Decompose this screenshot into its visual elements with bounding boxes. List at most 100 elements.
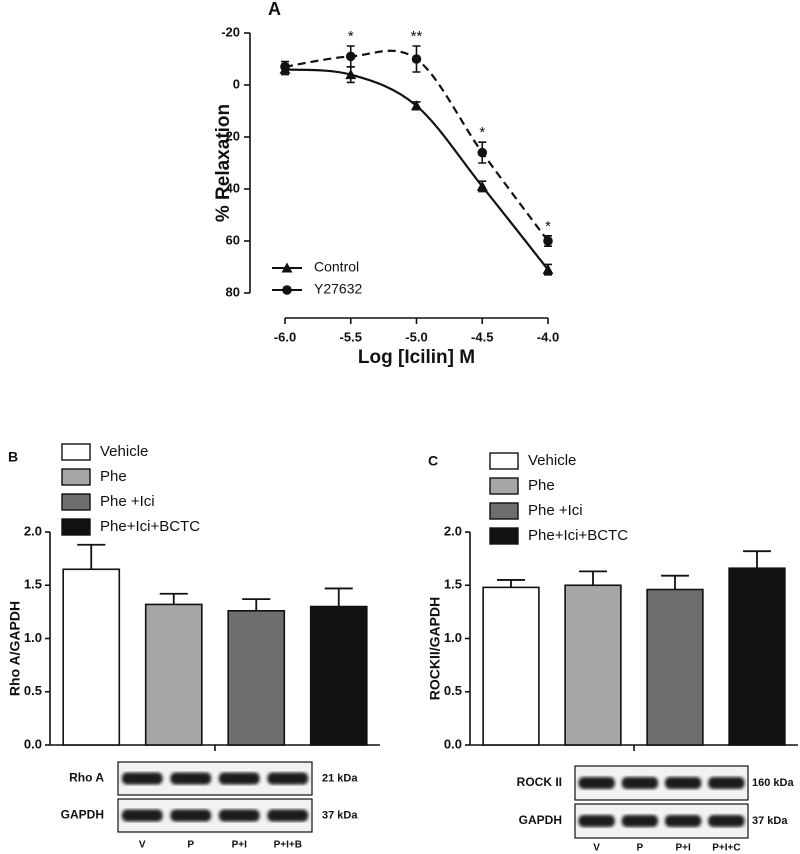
bar (564, 584, 622, 746)
error-bar (242, 598, 271, 611)
legend-swatch (489, 527, 519, 545)
data-point (477, 147, 488, 158)
error-bar (159, 592, 188, 605)
error-bar (579, 570, 607, 586)
annotation: * (545, 218, 551, 235)
blot-label: ROCK II (517, 775, 562, 789)
x-tick-label: -5.0 (405, 329, 427, 344)
blot-size: 37 kDa (322, 809, 358, 821)
lane-label: P+I+C (712, 843, 740, 854)
blot-band (267, 772, 309, 785)
error-bar (743, 550, 771, 569)
x-tick-label: -4.5 (471, 329, 493, 344)
blot-band (170, 809, 212, 822)
blot-band (121, 772, 163, 785)
data-point (542, 264, 554, 275)
legend-swatch (61, 493, 91, 511)
chart-title: B (8, 449, 18, 465)
data-point (543, 236, 553, 246)
blot-band (578, 815, 615, 827)
lane-label: P+I (675, 843, 691, 854)
blot-band (621, 815, 659, 827)
legend-label: Phe (528, 477, 555, 494)
y-tick-label: -20 (221, 24, 240, 39)
y-axis-label: % Relaxation (213, 104, 234, 222)
lane-label: P+I+B (274, 840, 302, 851)
y-tick-label: 0.0 (24, 736, 42, 751)
annotation: * (479, 124, 485, 141)
chart-title: C (428, 453, 438, 469)
y-tick-label: 60 (226, 232, 240, 247)
bar (728, 567, 786, 746)
y-tick-label: 2.0 (444, 523, 462, 538)
chart-title: A (268, 0, 281, 19)
y-axis-label: ROCKII/GAPDH (427, 597, 443, 700)
y-tick-label: 1.5 (24, 577, 42, 592)
blot-band (578, 777, 615, 789)
x-axis-label: Log [Icilin] M (358, 347, 475, 368)
lane-label: P+I (232, 840, 248, 851)
bar (646, 588, 704, 746)
x-tick-label: -5.5 (340, 329, 362, 344)
y-tick-label: 20 (226, 128, 240, 143)
y-axis-label: Rho A/GAPDH (7, 601, 23, 696)
blot-label: GAPDH (519, 813, 562, 827)
blot-band (708, 815, 745, 827)
bar (309, 605, 368, 746)
x-tick-label: -4.0 (537, 329, 559, 344)
y-tick-label: 0.0 (444, 736, 462, 751)
error-bar (661, 574, 689, 590)
bar (482, 586, 540, 746)
error-bar (77, 543, 106, 570)
y-tick-label: 1.0 (444, 630, 462, 645)
legend-label: Phe +Ici (100, 493, 155, 510)
legend-label: Phe+Ici+BCTC (100, 518, 200, 535)
error-bar (497, 579, 525, 588)
blot-size: 160 kDa (752, 777, 794, 789)
data-point (280, 62, 290, 72)
legend-label: Phe (100, 468, 127, 485)
data-point (345, 69, 357, 80)
lane-label: P (187, 840, 194, 851)
data-point (476, 180, 488, 191)
blot-band (664, 777, 702, 789)
blot-band (664, 815, 702, 827)
lane-label: V (593, 843, 600, 854)
legend-label: Phe +Ici (528, 502, 583, 519)
legend-label: Phe+Ici+BCTC (528, 527, 628, 544)
y-tick-label: 1.5 (444, 577, 462, 592)
legend-swatch (61, 518, 91, 536)
legend-label: Y27632 (314, 281, 362, 297)
legend-marker (282, 285, 292, 295)
blot-label: Rho A (69, 771, 104, 785)
series-line (284, 68, 549, 271)
error-bar (324, 587, 353, 607)
legend-swatch (61, 468, 91, 486)
bar (62, 568, 121, 746)
y-tick-label: 0.5 (444, 683, 462, 698)
y-tick-label: 80 (226, 284, 240, 299)
legend-swatch (61, 443, 91, 461)
blot-size: 21 kDa (322, 772, 358, 784)
bar (227, 610, 286, 746)
bar (144, 603, 203, 746)
data-point (345, 51, 356, 62)
y-tick-label: 40 (226, 180, 240, 195)
y-tick-label: 0.5 (24, 683, 42, 698)
blot-band (267, 809, 309, 822)
y-tick-label: 1.0 (24, 630, 42, 645)
lane-label: V (139, 840, 146, 851)
blot-band (621, 777, 659, 789)
legend-swatch (489, 502, 519, 520)
annotation: ** (411, 28, 423, 45)
y-tick-label: 0 (233, 76, 240, 91)
legend-marker (281, 262, 293, 273)
data-point (411, 100, 422, 111)
y-tick-label: 2.0 (24, 523, 42, 538)
legend-label: Control (314, 259, 359, 275)
annotation: * (348, 28, 354, 45)
series-line (284, 49, 549, 242)
legend-label: Vehicle (528, 452, 576, 469)
